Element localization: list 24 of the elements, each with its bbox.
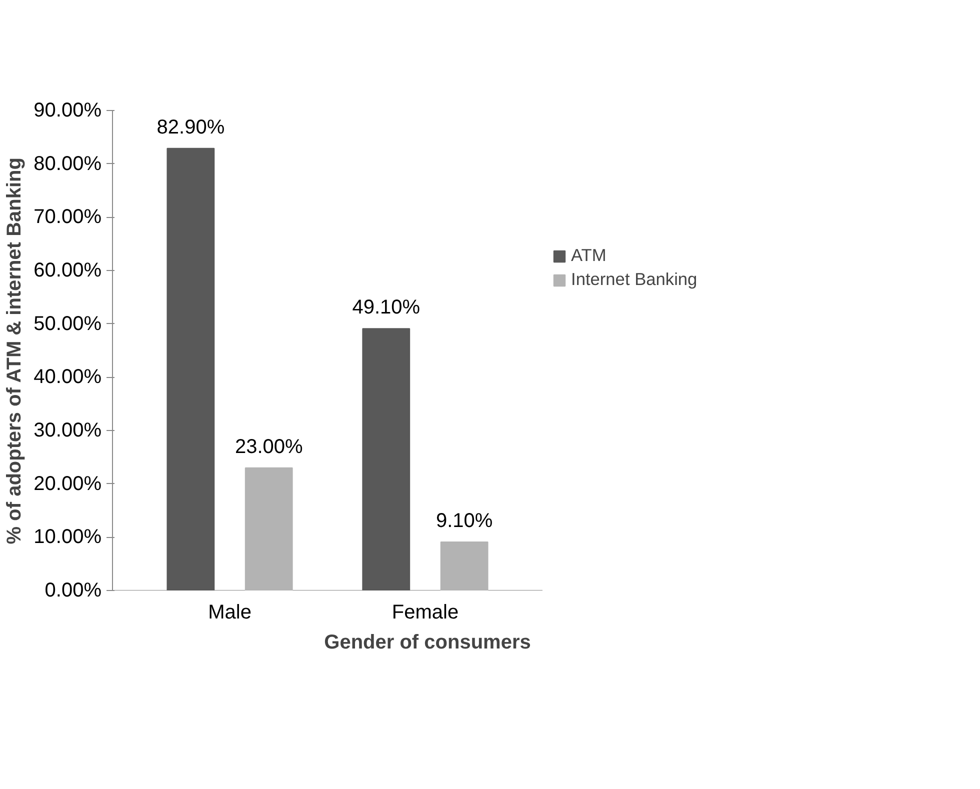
bar: [440, 541, 488, 590]
x-tick-label: Female: [392, 602, 459, 624]
y-tick-label: 70.00%: [34, 206, 102, 228]
y-axis-title: % of adopters of ATM & internet Banking: [4, 158, 26, 544]
bar: [244, 467, 293, 590]
y-tick-label: 50.00%: [34, 312, 102, 335]
y-tick-label: 0.00%: [44, 580, 102, 602]
y-tick-label: 80.00%: [34, 152, 102, 175]
x-axis-title: Gender of consumers: [324, 632, 531, 654]
bar: [166, 148, 215, 590]
x-tick-label: Male: [208, 602, 252, 624]
legend-label: ATM: [571, 245, 606, 266]
data-label: 82.90%: [156, 116, 225, 138]
data-label: 49.10%: [352, 296, 420, 319]
y-tick-label: 60.00%: [34, 260, 102, 282]
legend-label: Internet Banking: [571, 269, 698, 290]
data-label: 9.10%: [436, 510, 493, 532]
y-tick-label: 90.00%: [34, 100, 102, 122]
bar: [362, 328, 410, 590]
data-label: 23.00%: [234, 436, 303, 458]
y-tick-label: 30.00%: [34, 420, 102, 442]
y-tick-label: 10.00%: [34, 526, 102, 548]
y-tick-label: 20.00%: [34, 472, 102, 495]
y-tick-label: 40.00%: [34, 366, 102, 388]
